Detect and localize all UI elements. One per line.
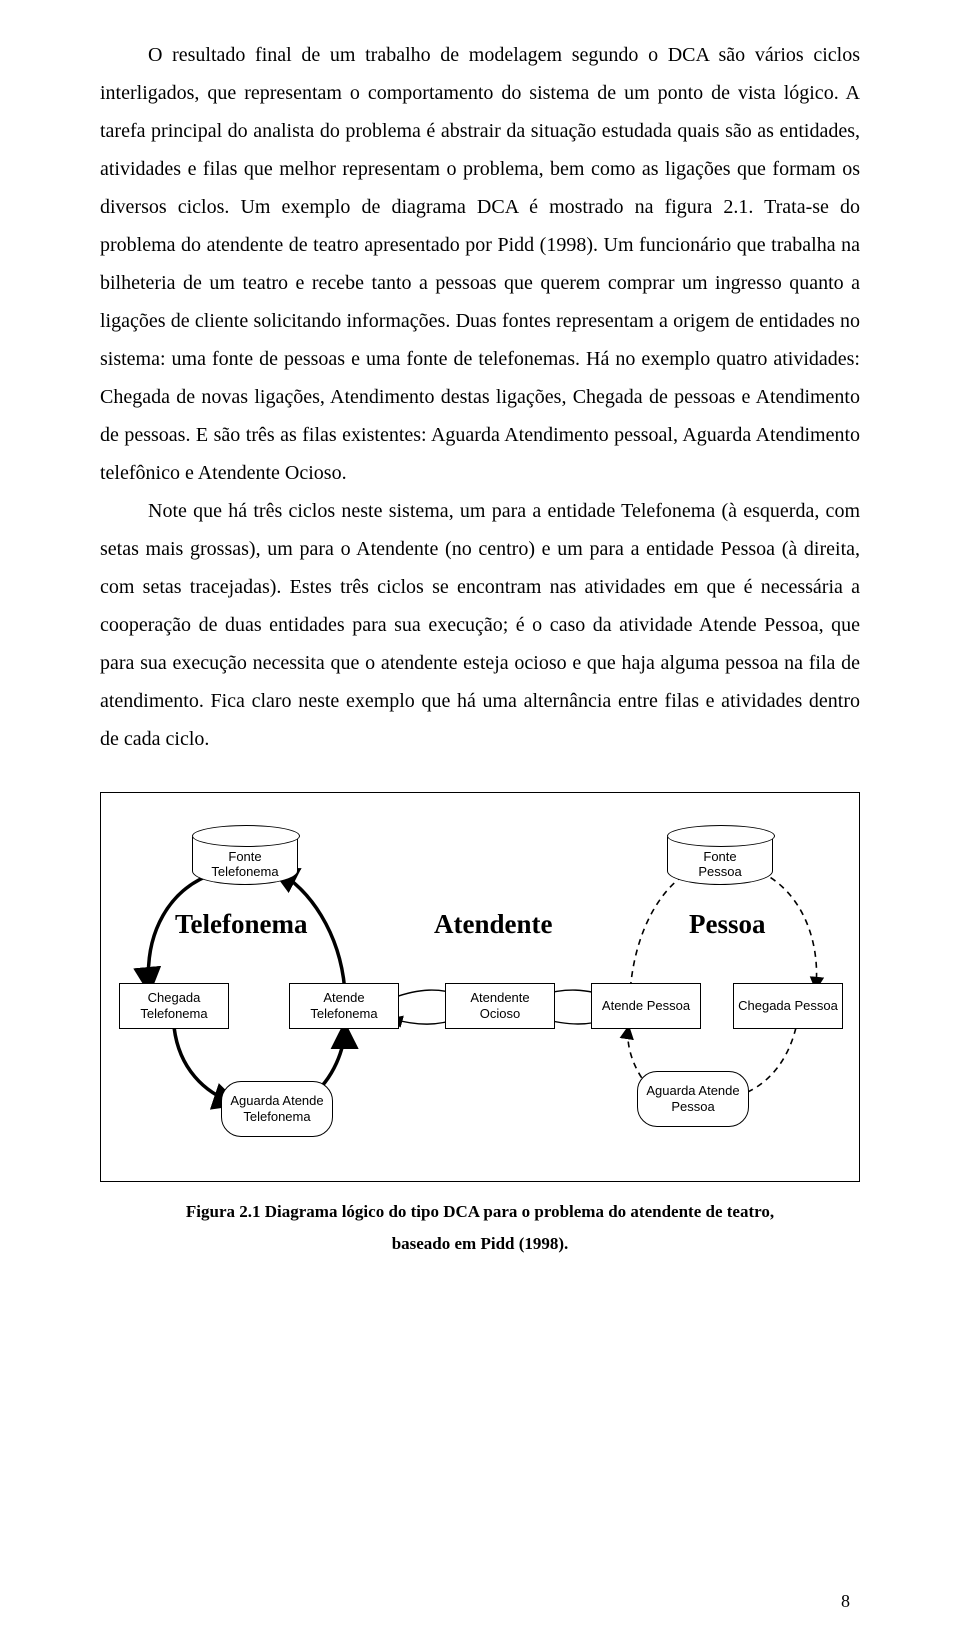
node-atendente-ocioso: Atendente Ocioso — [445, 983, 555, 1029]
source-fonte-telefonema: Fonte Telefonema — [192, 825, 298, 885]
figure-caption: Figura 2.1 Diagrama lógico do tipo DCA p… — [100, 1196, 860, 1261]
page-number: 8 — [841, 1591, 850, 1612]
source-fonte-pessoa: Fonte Pessoa — [667, 825, 773, 885]
cycle-title-pessoa: Pessoa — [689, 909, 766, 940]
label: Pessoa — [698, 865, 741, 880]
node-chegada-telefonema: Chegada Telefonema — [119, 983, 229, 1029]
node-aguarda-atende-pessoa: Aguarda Atende Pessoa — [637, 1071, 749, 1127]
label: Fonte — [703, 850, 736, 865]
cycle-title-telefonema: Telefonema — [175, 909, 307, 940]
figure-2-1: Fonte Telefonema Fonte Pessoa Telefonema… — [100, 792, 860, 1182]
node-atende-pessoa: Atende Pessoa — [591, 983, 701, 1029]
caption-line-1: Figura 2.1 Diagrama lógico do tipo DCA p… — [186, 1202, 774, 1221]
paragraph-2: Note que há três ciclos neste sistema, u… — [100, 492, 860, 758]
cycle-title-atendente: Atendente — [434, 909, 552, 940]
paragraph-1: O resultado final de um trabalho de mode… — [100, 36, 860, 492]
label: Fonte — [228, 850, 261, 865]
label: Telefonema — [211, 865, 278, 880]
node-atende-telefonema: Atende Telefonema — [289, 983, 399, 1029]
caption-line-2: baseado em Pidd (1998). — [392, 1234, 569, 1253]
node-aguarda-atende-telefonema: Aguarda Atende Telefonema — [221, 1081, 333, 1137]
node-chegada-pessoa: Chegada Pessoa — [733, 983, 843, 1029]
